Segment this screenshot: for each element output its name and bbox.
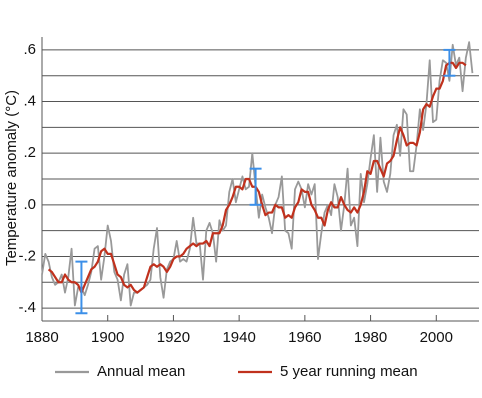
x-tick-label: 1940 bbox=[222, 329, 255, 346]
x-tick-label: 1900 bbox=[91, 329, 124, 346]
x-tick-label: 1980 bbox=[354, 329, 387, 346]
y-tick-label: -.4 bbox=[18, 299, 36, 316]
y-tick-label: .4 bbox=[23, 93, 36, 110]
legend-label: 5 year running mean bbox=[280, 363, 418, 380]
x-tick-label: 2000 bbox=[420, 329, 453, 346]
x-tick-label: 1960 bbox=[288, 329, 321, 346]
y-axis-label: Temperature anomaly (°C) bbox=[3, 90, 20, 266]
x-tick-label: 1920 bbox=[157, 329, 190, 346]
series-line bbox=[47, 61, 467, 294]
y-tick-label: .6 bbox=[23, 41, 36, 58]
y-tick-label: .2 bbox=[23, 144, 36, 161]
x-tick-label: 1880 bbox=[25, 329, 58, 346]
y-tick-label: -.2 bbox=[18, 247, 36, 264]
legend-label: Annual mean bbox=[97, 363, 185, 380]
y-tick-label: .0 bbox=[23, 196, 36, 213]
series-line bbox=[41, 41, 474, 307]
